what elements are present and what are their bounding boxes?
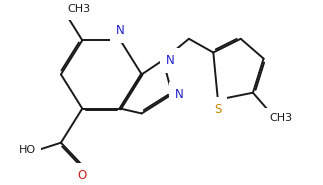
Text: N: N	[175, 88, 183, 101]
Text: N: N	[165, 54, 174, 67]
Text: O: O	[78, 169, 87, 182]
Text: N: N	[116, 24, 125, 37]
Text: S: S	[214, 103, 222, 116]
Text: HO: HO	[18, 145, 36, 155]
Text: CH3: CH3	[67, 4, 90, 14]
Text: CH3: CH3	[270, 113, 293, 123]
